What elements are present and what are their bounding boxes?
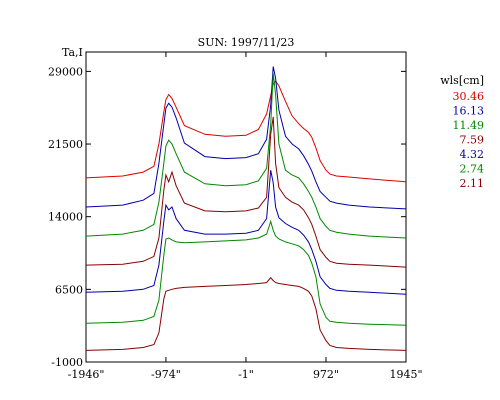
legend-item: 30.46 bbox=[453, 90, 485, 103]
series-line-16-13 bbox=[85, 66, 407, 210]
y-tick-label: 6500 bbox=[55, 283, 83, 296]
series-line-7-59 bbox=[85, 116, 407, 268]
axis-layer: -1000 6500 14000 21500 29000 -1946" -974" -1" 97… bbox=[48, 52, 423, 381]
x-tick-label: -974" bbox=[151, 368, 181, 381]
chart-title: SUN: 1997/11/23 bbox=[198, 36, 295, 49]
legend-item: 7.59 bbox=[460, 134, 485, 147]
legend-item: 4.32 bbox=[460, 148, 485, 161]
legend-title: wls[cm] bbox=[440, 74, 484, 87]
legend-item: 2.11 bbox=[460, 177, 485, 190]
legend-item: 11.49 bbox=[453, 119, 485, 132]
x-tick-label: 1945" bbox=[389, 368, 422, 381]
series-line-4-32 bbox=[85, 170, 407, 295]
y-tick-label: -1000 bbox=[51, 356, 83, 369]
series-line-2-74 bbox=[85, 219, 407, 326]
y-tick-label: 21500 bbox=[48, 138, 83, 151]
y-tick-label: 14000 bbox=[48, 211, 83, 224]
y-tick-label: 29000 bbox=[48, 65, 83, 78]
series-line-11-49 bbox=[85, 73, 407, 239]
legend-item: 2.74 bbox=[460, 163, 485, 176]
series-line-2-11 bbox=[85, 276, 407, 351]
plot-frame bbox=[85, 51, 407, 363]
legend-item: 16.13 bbox=[453, 105, 485, 118]
series-line-30-46 bbox=[85, 80, 407, 183]
x-tick-label: -1" bbox=[238, 368, 254, 381]
x-tick-label: 972" bbox=[313, 368, 339, 381]
series-layer bbox=[85, 66, 407, 351]
y-axis-label: Ta,I bbox=[62, 46, 83, 59]
x-tick-label: -1946" bbox=[68, 368, 105, 381]
